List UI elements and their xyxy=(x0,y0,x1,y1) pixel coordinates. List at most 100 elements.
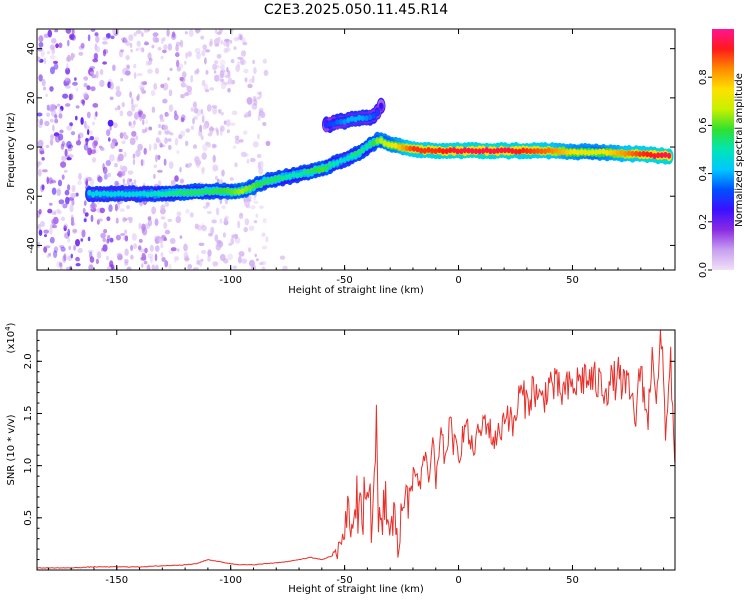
trace-cell xyxy=(342,157,347,163)
noise-speck xyxy=(57,179,63,187)
noise-speck xyxy=(253,220,258,224)
noise-speck xyxy=(193,107,199,114)
noise-speck xyxy=(169,67,173,72)
noise-speck xyxy=(238,251,245,257)
noise-speck xyxy=(49,236,55,244)
noise-speck xyxy=(219,78,224,83)
noise-speck xyxy=(180,130,186,137)
noise-speck xyxy=(102,244,108,252)
noise-speck xyxy=(42,169,48,173)
noise-speck xyxy=(90,149,96,154)
trace-cell xyxy=(287,173,292,180)
noise-speck xyxy=(108,137,111,142)
trace-cell xyxy=(451,147,457,154)
noise-speck xyxy=(102,166,108,175)
noise-speck xyxy=(170,179,176,188)
noise-speck xyxy=(49,134,55,140)
noise-speck xyxy=(89,130,93,136)
noise-speck xyxy=(75,87,79,92)
noise-speck xyxy=(39,118,43,126)
noise-speck xyxy=(147,216,152,221)
noise-speck xyxy=(147,68,153,74)
noise-speck xyxy=(81,229,86,238)
noise-speck xyxy=(72,229,78,234)
trace-cell xyxy=(331,121,336,128)
noise-speck xyxy=(205,201,210,207)
noise-speck xyxy=(141,32,144,37)
noise-speck xyxy=(160,216,166,220)
trace-cell xyxy=(189,189,194,196)
noise-speck xyxy=(151,264,155,270)
noise-speck xyxy=(154,67,160,75)
noise-speck xyxy=(53,246,59,253)
noise-speck xyxy=(90,202,97,209)
noise-speck xyxy=(92,140,97,149)
trace-cell xyxy=(324,122,329,129)
noise-speck xyxy=(201,50,206,57)
noise-speck xyxy=(185,163,189,168)
noise-speck xyxy=(248,78,254,83)
trace-cell xyxy=(375,109,380,116)
noise-speck xyxy=(124,248,129,256)
noise-speck xyxy=(55,43,59,49)
trace-cell xyxy=(426,147,431,153)
noise-speck xyxy=(171,32,177,41)
noise-speck xyxy=(129,178,133,182)
trace-cell xyxy=(357,149,362,156)
snr-scale-label: (x104) xyxy=(4,322,17,353)
noise-speck xyxy=(164,260,169,268)
noise-speck xyxy=(168,144,172,151)
noise-speck xyxy=(253,67,257,75)
noise-speck xyxy=(64,148,68,157)
spectrogram-x-axis-label: Height of straight line (km) xyxy=(288,285,424,296)
noise-speck xyxy=(201,170,205,175)
noise-speck xyxy=(64,189,70,196)
noise-speck xyxy=(148,58,153,62)
noise-speck xyxy=(60,161,67,168)
noise-speck xyxy=(135,29,142,35)
noise-speck xyxy=(210,226,215,235)
noise-speck xyxy=(96,251,102,259)
noise-speck xyxy=(157,154,161,160)
noise-speck xyxy=(138,84,145,90)
x-tick-label: 0 xyxy=(455,575,461,586)
noise-speck xyxy=(66,63,69,71)
noise-speck xyxy=(126,216,133,221)
noise-speck xyxy=(95,111,98,117)
noise-speck xyxy=(157,130,162,136)
noise-speck xyxy=(124,259,129,264)
noise-speck xyxy=(243,226,248,233)
noise-speck xyxy=(148,126,153,131)
noise-speck xyxy=(119,164,123,171)
noise-speck xyxy=(71,29,75,36)
noise-speck xyxy=(90,29,96,32)
trace-cell xyxy=(663,151,668,158)
noise-speck xyxy=(75,105,80,109)
noise-speck xyxy=(227,253,234,261)
noise-speck xyxy=(142,119,145,126)
noise-speck xyxy=(154,264,159,270)
noise-speck xyxy=(256,91,262,96)
noise-speck xyxy=(43,33,49,38)
noise-speck xyxy=(261,245,268,250)
noise-speck xyxy=(201,115,205,123)
trace-cell xyxy=(284,174,289,181)
x-tick-label: 50 xyxy=(566,275,579,286)
noise-speck xyxy=(89,66,96,70)
noise-speck xyxy=(159,142,163,148)
noise-speck xyxy=(164,229,171,235)
noise-speck xyxy=(115,90,122,97)
noise-speck xyxy=(90,71,95,75)
noise-speck xyxy=(167,218,173,223)
trace-cell xyxy=(131,191,136,198)
noise-speck xyxy=(38,35,44,43)
noise-speck xyxy=(153,164,157,168)
noise-speck xyxy=(80,238,84,242)
trace-cell xyxy=(535,148,540,154)
noise-speck xyxy=(250,264,257,270)
noise-speck xyxy=(51,224,58,229)
noise-speck xyxy=(234,135,240,141)
noise-speck xyxy=(155,137,160,144)
noise-speck xyxy=(56,208,61,214)
